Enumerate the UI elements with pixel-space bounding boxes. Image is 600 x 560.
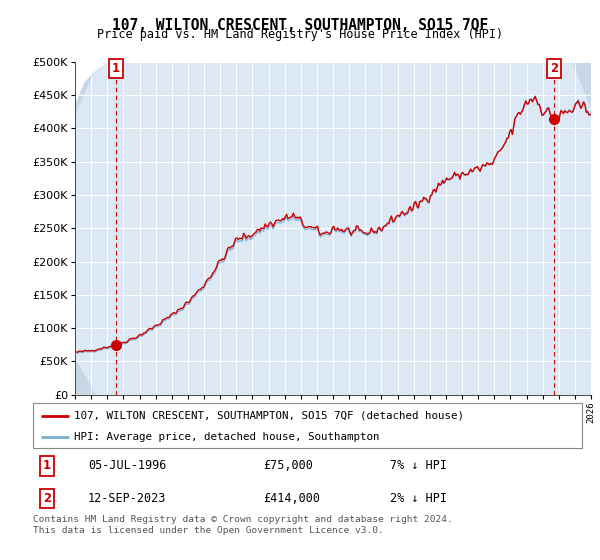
- Polygon shape: [75, 358, 96, 395]
- Text: 1: 1: [43, 459, 51, 472]
- Text: 1: 1: [112, 62, 120, 75]
- Text: 05-JUL-1996: 05-JUL-1996: [88, 459, 166, 472]
- FancyBboxPatch shape: [33, 403, 582, 448]
- Polygon shape: [572, 62, 591, 108]
- Text: 7% ↓ HPI: 7% ↓ HPI: [390, 459, 447, 472]
- Text: 107, WILTON CRESCENT, SOUTHAMPTON, SO15 7QF: 107, WILTON CRESCENT, SOUTHAMPTON, SO15 …: [112, 18, 488, 33]
- Text: 2% ↓ HPI: 2% ↓ HPI: [390, 492, 447, 505]
- Text: £75,000: £75,000: [263, 459, 313, 472]
- Text: 107, WILTON CRESCENT, SOUTHAMPTON, SO15 7QF (detached house): 107, WILTON CRESCENT, SOUTHAMPTON, SO15 …: [74, 410, 464, 421]
- Text: 2: 2: [43, 492, 51, 505]
- Text: Contains HM Land Registry data © Crown copyright and database right 2024.
This d: Contains HM Land Registry data © Crown c…: [33, 515, 453, 535]
- Text: Price paid vs. HM Land Registry's House Price Index (HPI): Price paid vs. HM Land Registry's House …: [97, 28, 503, 41]
- Polygon shape: [75, 62, 99, 115]
- Text: HPI: Average price, detached house, Southampton: HPI: Average price, detached house, Sout…: [74, 432, 380, 442]
- Text: 2: 2: [550, 62, 558, 75]
- Text: 12-SEP-2023: 12-SEP-2023: [88, 492, 166, 505]
- Text: £414,000: £414,000: [263, 492, 320, 505]
